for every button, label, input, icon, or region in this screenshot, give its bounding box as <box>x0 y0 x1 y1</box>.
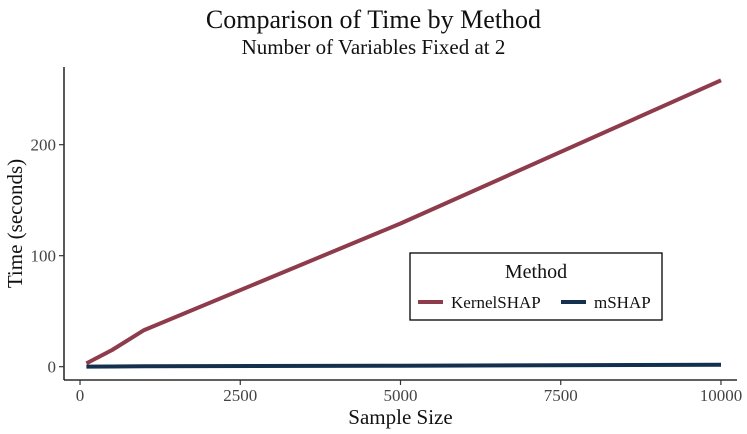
legend-label-mshap: mSHAP <box>594 293 651 312</box>
y-tick-label: 0 <box>48 358 57 377</box>
chart-title: Comparison of Time by Method <box>205 5 542 34</box>
axes: 0 2500 5000 7500 10000 0 100 200 Sample Size Time… <box>3 67 742 429</box>
legend-label-kernelshap: KernelSHAP <box>451 293 541 312</box>
legend: Method KernelSHAP mSHAP <box>409 252 663 321</box>
series-line-kernelshap <box>85 78 722 366</box>
chart-subtitle: Number of Variables Fixed at 2 <box>241 35 506 59</box>
x-axis-label: Sample Size <box>348 405 452 429</box>
y-tick-label: 200 <box>31 136 57 155</box>
x-tick-label: 0 <box>76 386 85 405</box>
series-line-mshap <box>86 362 722 369</box>
y-axis-label: Time (seconds) <box>3 159 27 288</box>
x-tick-label: 2500 <box>223 386 257 405</box>
legend-title: Method <box>505 261 567 283</box>
series-layer <box>85 78 722 369</box>
x-tick-label: 7500 <box>544 386 578 405</box>
x-tick-label: 5000 <box>384 386 418 405</box>
legend-box <box>409 252 663 321</box>
x-tick-label: 10000 <box>700 386 743 405</box>
y-tick-label: 100 <box>31 247 57 266</box>
